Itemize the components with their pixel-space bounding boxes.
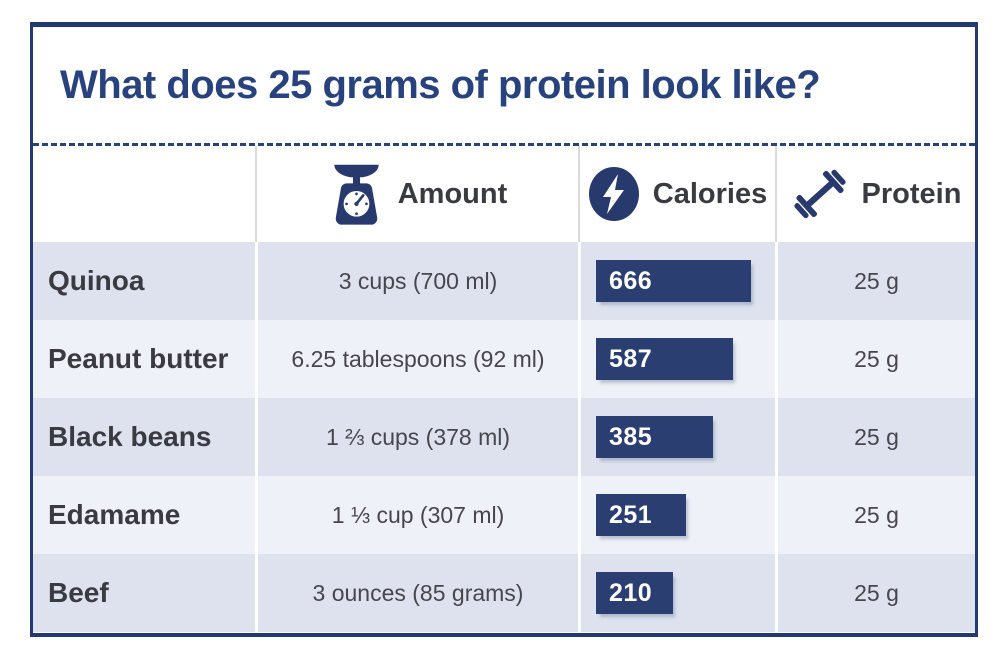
page-title: What does 25 grams of protein look like? bbox=[60, 62, 821, 107]
amount-value: 3 ounces (85 grams) bbox=[255, 554, 578, 632]
protein-value: 25 g bbox=[775, 476, 975, 554]
food-name: Black beans bbox=[33, 398, 255, 476]
header-cell-calories: Calories bbox=[578, 146, 775, 242]
table-body: Quinoa 3 cups (700 ml) 666 25 g Peanut b… bbox=[33, 242, 975, 632]
calories-cell: 385 bbox=[578, 398, 775, 476]
calories-bar: 251 bbox=[596, 494, 686, 536]
table-row: Beef 3 ounces (85 grams) 210 25 g bbox=[33, 554, 975, 632]
protein-value: 25 g bbox=[775, 554, 975, 632]
calories-cell: 587 bbox=[578, 320, 775, 398]
dumbbell-icon bbox=[793, 169, 846, 219]
protein-value: 25 g bbox=[775, 242, 975, 320]
calories-bar: 210 bbox=[596, 572, 673, 614]
header-cell-food bbox=[33, 146, 255, 242]
amount-value: 6.25 tablespoons (92 ml) bbox=[255, 320, 578, 398]
calories-value: 587 bbox=[609, 344, 653, 373]
food-name: Edamame bbox=[33, 476, 255, 554]
food-name: Beef bbox=[33, 554, 255, 632]
header-cell-amount: Amount bbox=[255, 146, 578, 242]
protein-value: 25 g bbox=[775, 398, 975, 476]
calories-bar: 385 bbox=[596, 416, 713, 458]
title-section: What does 25 grams of protein look like? bbox=[33, 27, 975, 143]
lightning-bolt-icon bbox=[588, 167, 639, 221]
calories-cell: 666 bbox=[578, 242, 775, 320]
table-header-row: Amount Calories bbox=[33, 146, 975, 242]
calories-header-label: Calories bbox=[652, 177, 768, 210]
calories-bar: 587 bbox=[596, 338, 733, 380]
protein-value: 25 g bbox=[775, 320, 975, 398]
table-row: Edamame 1 ⅓ cup (307 ml) 251 25 g bbox=[33, 476, 975, 554]
protein-header-label: Protein bbox=[861, 177, 962, 210]
calories-bar: 666 bbox=[596, 260, 751, 302]
amount-header-label: Amount bbox=[397, 177, 508, 210]
dashed-divider bbox=[33, 143, 975, 146]
table-row: Quinoa 3 cups (700 ml) 666 25 g bbox=[33, 242, 975, 320]
table-row: Black beans 1 ⅔ cups (378 ml) 385 25 g bbox=[33, 398, 975, 476]
calories-cell: 210 bbox=[578, 554, 775, 632]
calories-value: 210 bbox=[609, 578, 653, 607]
calories-cell: 251 bbox=[578, 476, 775, 554]
calories-value: 666 bbox=[609, 266, 653, 295]
table-row: Peanut butter 6.25 tablespoons (92 ml) 5… bbox=[33, 320, 975, 398]
calories-value: 385 bbox=[609, 422, 653, 451]
kitchen-scale-icon bbox=[334, 164, 379, 225]
amount-value: 1 ⅔ cups (378 ml) bbox=[255, 398, 578, 476]
amount-value: 3 cups (700 ml) bbox=[255, 242, 578, 320]
calories-value: 251 bbox=[609, 500, 653, 529]
infographic-card: What does 25 grams of protein look like? bbox=[30, 22, 978, 637]
food-name: Quinoa bbox=[33, 242, 255, 320]
header-cell-protein: Protein bbox=[775, 146, 975, 242]
food-name: Peanut butter bbox=[33, 320, 255, 398]
amount-value: 1 ⅓ cup (307 ml) bbox=[255, 476, 578, 554]
